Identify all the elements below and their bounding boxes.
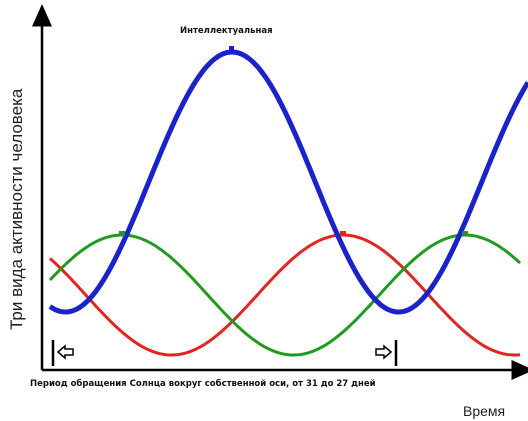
- title: Интеллектуальная: [180, 26, 273, 36]
- peak-marker: [229, 46, 234, 52]
- peak-marker: [119, 231, 125, 236]
- x-axis-label: Время: [463, 403, 505, 419]
- period-caption: Период обращения Солнца вокруг собственн…: [30, 378, 376, 389]
- peak-marker: [340, 231, 346, 236]
- peak-marker: [462, 231, 468, 236]
- blue-curve: [48, 49, 528, 315]
- arrow-right: [375, 344, 393, 360]
- red-curve: [49, 233, 521, 357]
- y-axis-label: Три вида активности человека: [7, 88, 26, 330]
- arrow-left: [56, 344, 74, 360]
